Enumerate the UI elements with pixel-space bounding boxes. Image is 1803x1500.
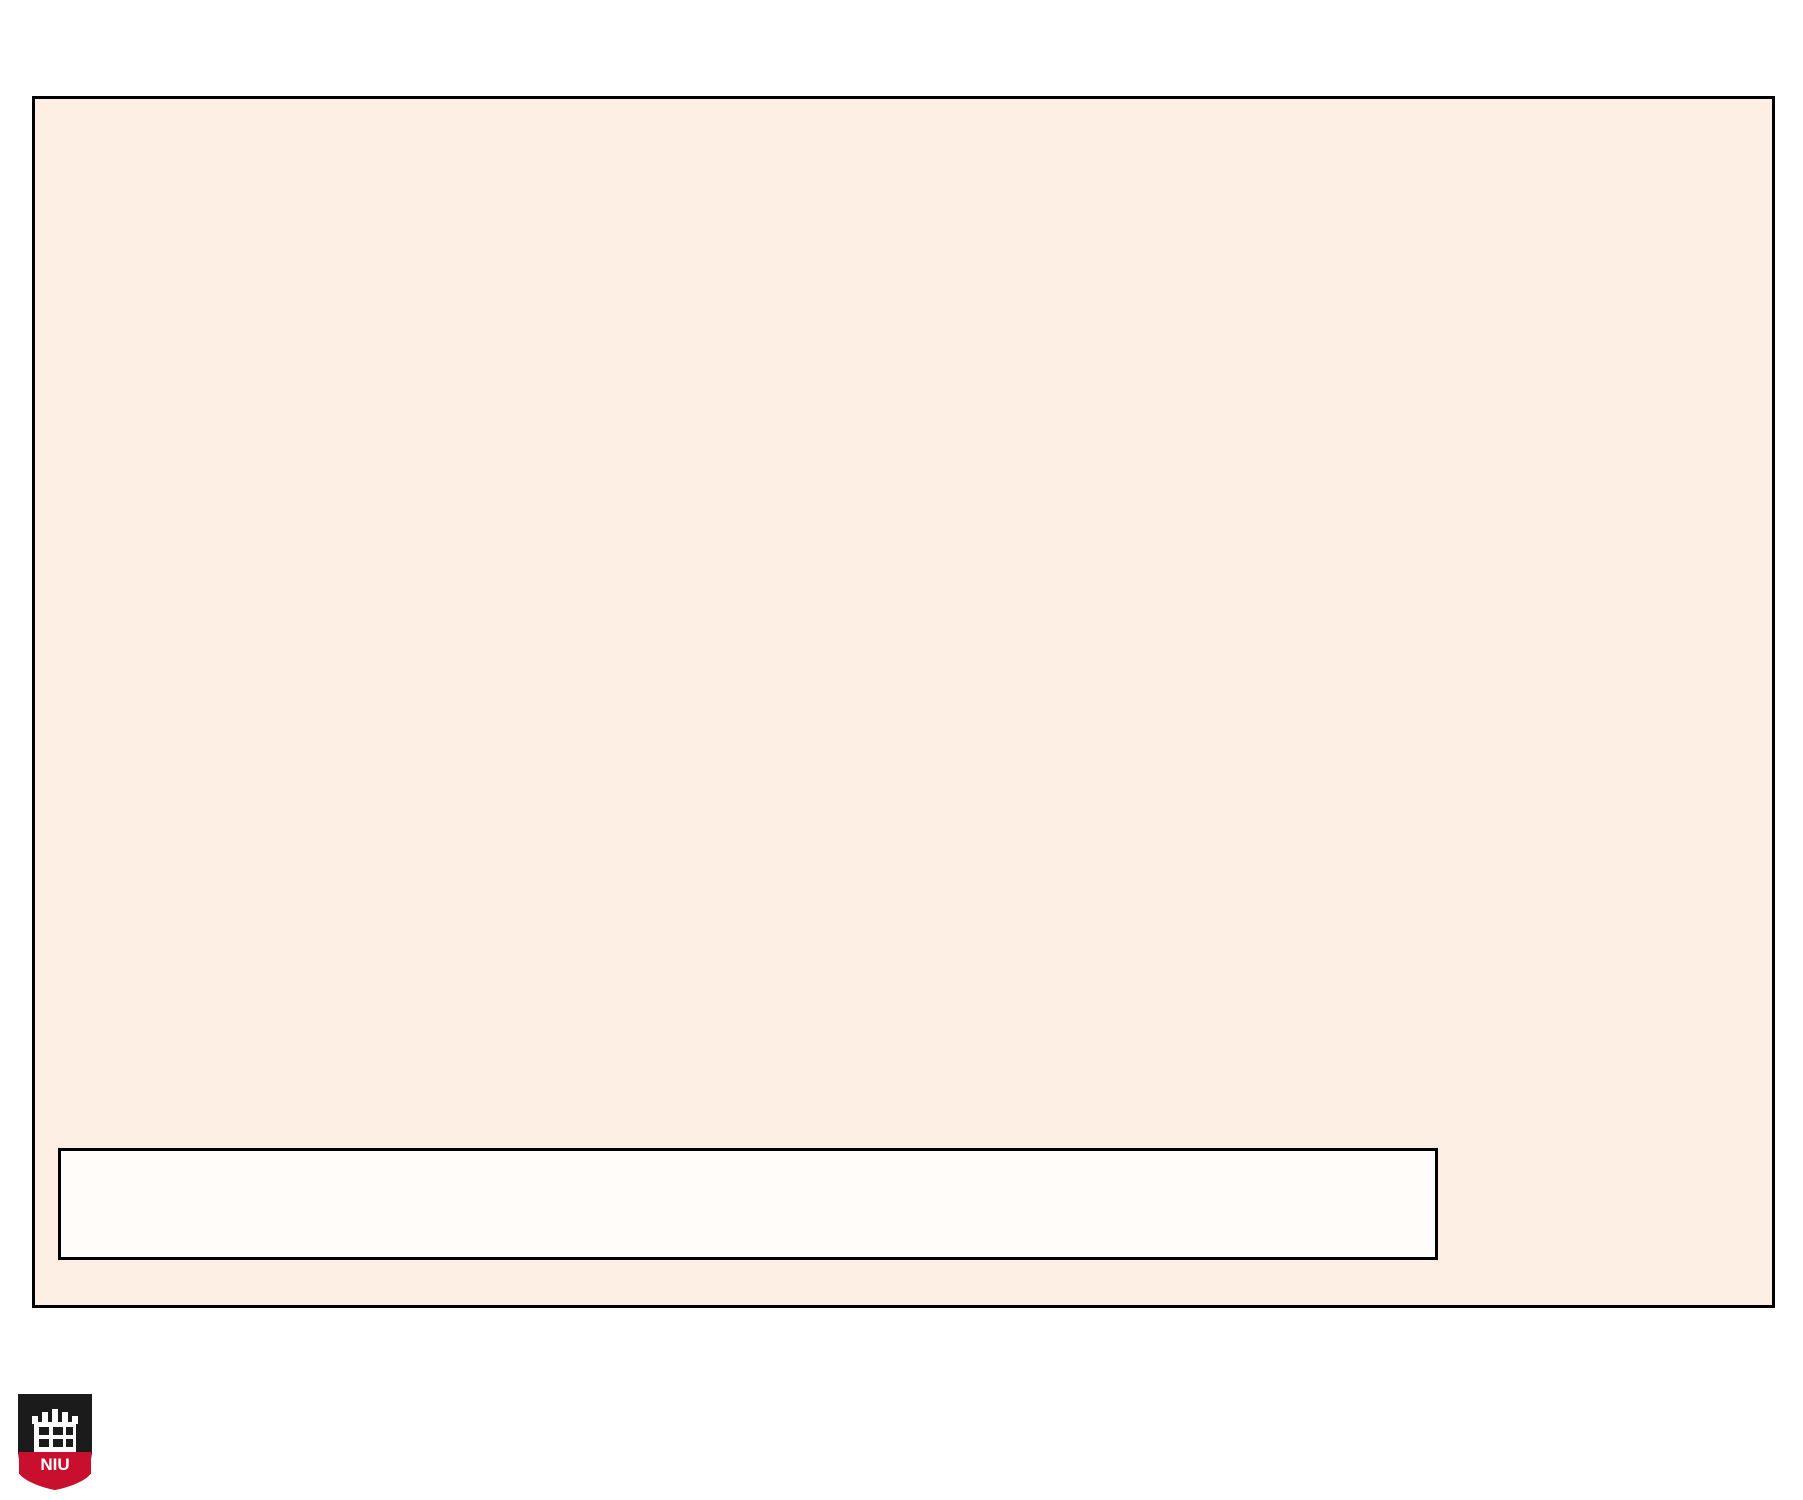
colorbar-swatches <box>62 1326 1482 1436</box>
precipitation-heatmap <box>35 99 1772 1305</box>
map-plot-area <box>32 96 1775 1308</box>
forecast-info-box <box>58 1148 1438 1260</box>
geographic-borders-overlay <box>35 99 1772 1305</box>
colorbar[interactable] <box>62 1326 1482 1366</box>
niu-logo-text: NIU <box>40 1455 69 1474</box>
niu-logo: NIU <box>18 1394 92 1490</box>
colorbar-region <box>0 1312 1803 1500</box>
